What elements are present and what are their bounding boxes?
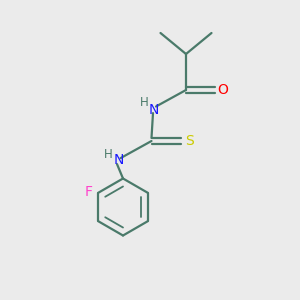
Text: S: S — [184, 134, 194, 148]
Text: F: F — [85, 184, 93, 199]
Text: N: N — [113, 154, 124, 167]
Text: H: H — [140, 96, 148, 110]
Text: N: N — [149, 103, 159, 116]
Text: O: O — [218, 83, 228, 97]
Text: H: H — [103, 148, 112, 161]
